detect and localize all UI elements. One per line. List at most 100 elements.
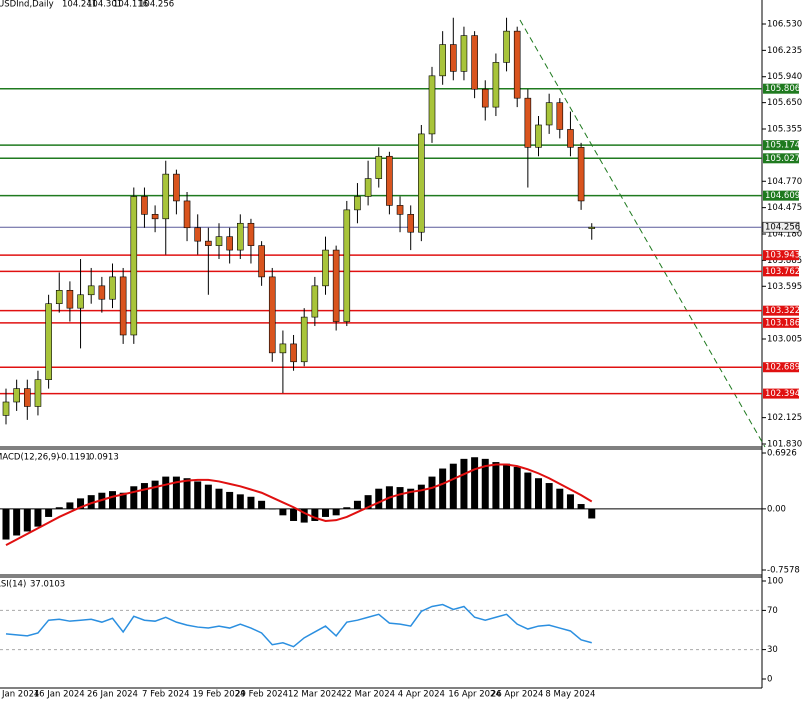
macd-bar <box>55 507 63 509</box>
x-tick-label: 12 Mar 2024 <box>288 690 342 700</box>
level-label: 103.762 <box>765 267 800 277</box>
macd-bar <box>300 508 308 523</box>
macd-bar <box>130 486 138 509</box>
candle-body <box>343 209 351 322</box>
y-tick-label: 104.180 <box>767 230 802 240</box>
level-label: 103.322 <box>765 306 800 316</box>
macd-bar <box>226 491 234 509</box>
macd-bar <box>13 508 21 536</box>
macd-bar <box>290 508 298 521</box>
candle-body <box>215 236 223 246</box>
macd-bar <box>449 463 457 509</box>
x-tick-label: 16 Apr 2024 <box>448 690 501 700</box>
current-price-label: 104.256 <box>765 223 800 233</box>
macd-bar <box>109 491 116 509</box>
x-tick-label: 8 May 2024 <box>545 690 595 700</box>
level-label: 105.027 <box>765 154 800 164</box>
candle-body <box>162 173 170 220</box>
candle-body <box>439 44 446 77</box>
level-tag <box>763 153 799 164</box>
level-tag <box>763 362 799 373</box>
candle-body <box>577 147 585 202</box>
trend-line <box>519 19 766 448</box>
candle-body <box>375 155 383 179</box>
level-label: 105.806 <box>765 84 800 94</box>
macd-bar <box>2 508 10 540</box>
macd-bar <box>556 488 564 509</box>
macd-bar <box>439 468 447 509</box>
rsi-title: RSI(14) <box>0 580 26 590</box>
candle-body <box>205 240 212 246</box>
y-tick-label: 70 <box>767 606 778 616</box>
candle-body <box>322 249 329 287</box>
macd-bar <box>513 466 521 509</box>
macd-bar <box>311 508 319 521</box>
macd-bar <box>322 508 329 517</box>
level-label: 103.943 <box>765 251 800 261</box>
candle-body <box>545 102 553 126</box>
candle-body <box>226 236 233 251</box>
candle-body <box>481 88 489 108</box>
macd-title: MACD(12,26,9) <box>0 453 60 463</box>
level-tag <box>763 388 799 399</box>
candle-body <box>45 303 52 380</box>
y-tick-label: 103.595 <box>767 282 802 292</box>
macd-value: -0.1191 <box>58 453 91 463</box>
y-tick-label: -0.7578 <box>767 566 800 576</box>
macd-bar <box>428 476 436 509</box>
macd-bar <box>279 508 287 516</box>
candle-body <box>386 155 393 206</box>
y-tick-label: 102.125 <box>767 413 802 423</box>
x-tick-label: 26 Apr 2024 <box>491 690 544 700</box>
candle-body <box>513 30 521 99</box>
candle-body <box>428 75 436 135</box>
candle-body <box>13 388 20 403</box>
macd-bar <box>247 496 255 509</box>
macd-bar <box>23 508 31 532</box>
macd-bar <box>407 488 415 509</box>
y-tick-label: 105.355 <box>767 125 802 135</box>
macd-bar <box>236 494 244 509</box>
x-tick-label: 7 Feb 2024 <box>142 690 190 700</box>
current-price-tag <box>762 221 800 233</box>
candle-body <box>407 214 415 233</box>
candle-body <box>396 205 404 215</box>
macd-bar <box>364 495 372 509</box>
y-tick-label: 106.235 <box>767 46 802 56</box>
candle-body <box>130 196 138 336</box>
y-tick-label: 105.650 <box>767 98 802 108</box>
level-label: 105.174 <box>765 141 800 151</box>
header-close: 104.256 <box>139 0 174 10</box>
candle-body <box>535 124 542 148</box>
macd-bar <box>524 472 532 509</box>
candle-body <box>492 62 500 108</box>
macd-bar <box>396 487 404 509</box>
level-label: 102.394 <box>765 389 800 399</box>
macd-bar <box>343 507 351 509</box>
header: USDInd,Daily 104.241 104.301 104.116 104… <box>0 0 174 590</box>
x-tick-label: 22 Mar 2024 <box>341 690 395 700</box>
candle-body <box>503 30 510 63</box>
macd-bar <box>183 478 191 509</box>
candle-body <box>524 97 532 148</box>
candle-body <box>279 343 287 354</box>
macd-bar <box>545 483 553 509</box>
macd-bar <box>332 508 340 516</box>
x-tick-label: 4 Jan 2024 <box>0 690 39 700</box>
signal-line <box>5 463 593 547</box>
macd-bar <box>258 500 266 509</box>
macd-bar <box>87 495 95 509</box>
macd-bar <box>417 484 425 509</box>
level-label: 102.689 <box>765 363 800 373</box>
level-tag <box>763 140 799 151</box>
y-tick-label: 0 <box>767 675 772 685</box>
macd-bar <box>77 498 85 509</box>
candle-body <box>141 196 148 215</box>
macd-bar <box>162 476 170 509</box>
candle-body <box>354 196 361 211</box>
candle-body <box>34 379 42 407</box>
x-tick-label: 16 Jan 2024 <box>34 690 85 700</box>
x-tick-label: 4 Apr 2024 <box>398 690 445 700</box>
